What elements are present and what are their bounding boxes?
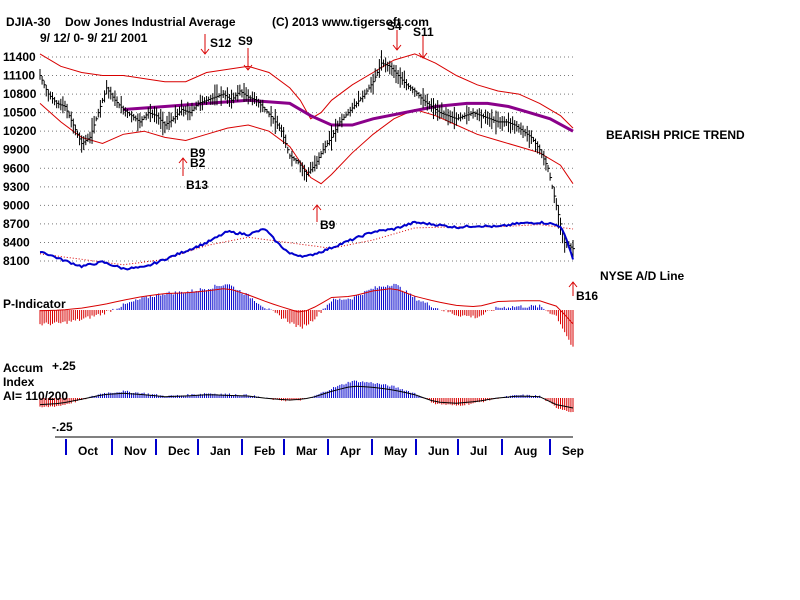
price-bars [39,50,575,258]
ad-line-label: NYSE A/D Line [600,269,685,283]
long-ma-line [123,98,574,133]
month-label: Feb [254,444,275,458]
upper-band-line [39,53,574,129]
signal-label: B9 [320,218,336,232]
y-tick-label: 11400 [3,50,36,64]
y-tick-label: 11100 [3,69,35,83]
buy-arrow-head [178,157,188,164]
symbol-label: DJIA-30 [6,15,51,29]
month-label: Jan [210,444,231,458]
signal-label: B2 [190,156,206,170]
y-tick-label: 10200 [3,124,37,138]
month-label: Dec [168,444,190,458]
month-label: May [384,444,408,458]
month-label: Sep [562,444,584,458]
month-label: Mar [296,444,318,458]
price-axis-ticks: 11400 11100 10800 10500 10200 9900 9600 9300 900… [3,50,37,268]
price-envelope-bands [39,53,574,185]
y-tick-label: 10500 [3,106,37,120]
price-gridlines [40,56,573,262]
y-tick-label: 8700 [3,217,30,231]
signal-label: S4 [387,19,402,33]
y-tick-label: 9900 [3,143,30,157]
month-label: Nov [124,444,147,458]
buy-arrow-head [568,281,578,288]
ad-line-ma [39,224,574,266]
accum-ma-line [39,385,574,409]
sell-arrow-head [243,64,253,71]
copyright-label: (C) 2013 www.tigersoft.com [272,15,429,29]
y-tick-label: 9000 [3,198,30,212]
ad-line [39,220,574,271]
month-label: Jul [470,444,487,458]
p-indicator-label: P-Indicator [3,297,66,311]
sell-arrow-head [392,44,402,51]
lower-band-line [39,103,574,185]
accum-label-line1: Accum [3,361,43,375]
buy-arrow-head [312,204,322,211]
sell-arrow-head [200,48,210,55]
p-indicator-ma [39,288,574,325]
month-label: Oct [78,444,98,458]
trend-label: BEARISH PRICE TREND [606,128,745,142]
accum-upper-label: +.25 [52,359,76,373]
month-label: Aug [514,444,537,458]
signal-label: B16 [576,289,598,303]
accum-index-group [39,380,574,413]
y-tick-label: 9300 [3,180,30,194]
y-tick-label: 9600 [3,161,30,175]
y-tick-label: 8100 [3,254,30,268]
month-label: Jun [428,444,449,458]
y-tick-label: 10800 [3,87,37,101]
date-range: 9/ 12/ 0- 9/ 21/ 2001 [40,31,148,45]
month-label: Apr [340,444,361,458]
signal-label: B9 [190,146,206,160]
long-moving-average [123,98,574,133]
p-indicator-group [39,283,574,347]
signal-label: S9 [238,34,253,48]
month-axis: Oct Nov Dec Jan Feb Mar Apr May Jun Jul Aug Sep [55,436,584,458]
accum-lower-label: -.25 [52,420,73,434]
accum-ai-label: AI= 110/200 [3,389,68,403]
ad-line-group [39,220,574,271]
sell-arrow-head [418,52,428,59]
signal-label: S11 [413,25,434,39]
signal-label: B13 [186,178,208,192]
signal-label: S12 [210,36,232,50]
accum-label-line2: Index [3,375,35,389]
y-tick-label: 8400 [3,235,30,249]
chart-title: Dow Jones Industrial Average [65,15,236,29]
